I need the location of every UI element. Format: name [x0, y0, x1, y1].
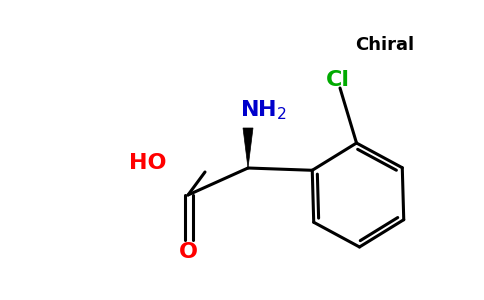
Polygon shape: [243, 128, 253, 168]
Text: O: O: [179, 242, 197, 262]
Text: HO: HO: [129, 153, 167, 173]
Text: NH$_2$: NH$_2$: [240, 98, 287, 122]
Text: Chiral: Chiral: [355, 36, 415, 54]
Text: Cl: Cl: [326, 70, 350, 90]
